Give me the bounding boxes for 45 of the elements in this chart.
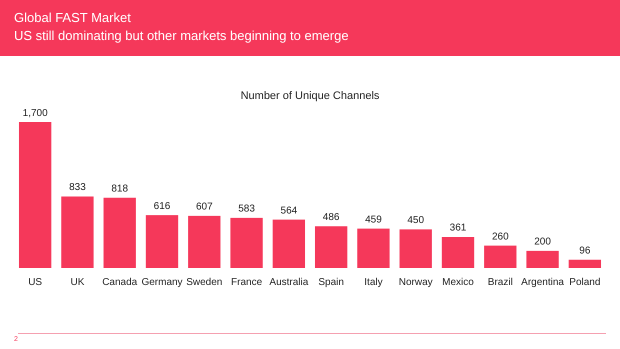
data-label: 200 (534, 236, 552, 248)
bar (18, 122, 52, 268)
chart-title: Global FAST Market (14, 10, 131, 25)
bar (526, 250, 559, 268)
bar (568, 260, 602, 268)
x-tick-label: Poland (569, 276, 600, 288)
data-label: 260 (492, 231, 510, 242)
chart-subtitle: US still dominating but other markets beginning to emerge (14, 28, 349, 43)
data-label: 616 (154, 200, 171, 212)
text: Number of Unique Channels (240, 90, 380, 102)
x-tick-label: Australia (269, 276, 309, 288)
bar (61, 196, 94, 268)
bar (314, 226, 348, 268)
data-label: 1,700 (22, 108, 48, 119)
bar (484, 246, 516, 268)
x-tick-label: Mexico (442, 276, 474, 288)
data-label: 486 (322, 212, 340, 224)
x-tick-label: Sweden (186, 276, 222, 288)
data-label: 583 (238, 204, 256, 215)
x-tick-label: Canada (102, 276, 138, 288)
x-tick-label: Italy (364, 276, 383, 288)
x-tick-label: Germany (141, 276, 183, 288)
bar (400, 229, 432, 268)
x-tick-label: Spain (318, 276, 344, 288)
x-tick-label: Brazil (488, 276, 513, 288)
data-label: 96 (579, 246, 591, 257)
bar (357, 228, 390, 268)
bar (230, 218, 263, 268)
data-label: 607 (196, 202, 214, 213)
data-label: 450 (407, 215, 424, 226)
bar (272, 220, 306, 268)
data-label: 833 (69, 182, 86, 194)
data-label: 361 (450, 222, 467, 234)
bar (104, 198, 136, 268)
x-tick-label: Argentina (521, 276, 564, 288)
x-tick-label: UK (70, 276, 85, 288)
bar (442, 236, 474, 268)
data-label: 459 (365, 214, 382, 226)
x-tick-label: France (231, 276, 263, 288)
bar (146, 215, 178, 268)
data-label: 818 (111, 184, 128, 194)
x-tick-label: Norway (398, 276, 433, 288)
data-label: 564 (280, 205, 298, 216)
bar (188, 216, 220, 268)
x-tick-label: US (28, 276, 42, 288)
